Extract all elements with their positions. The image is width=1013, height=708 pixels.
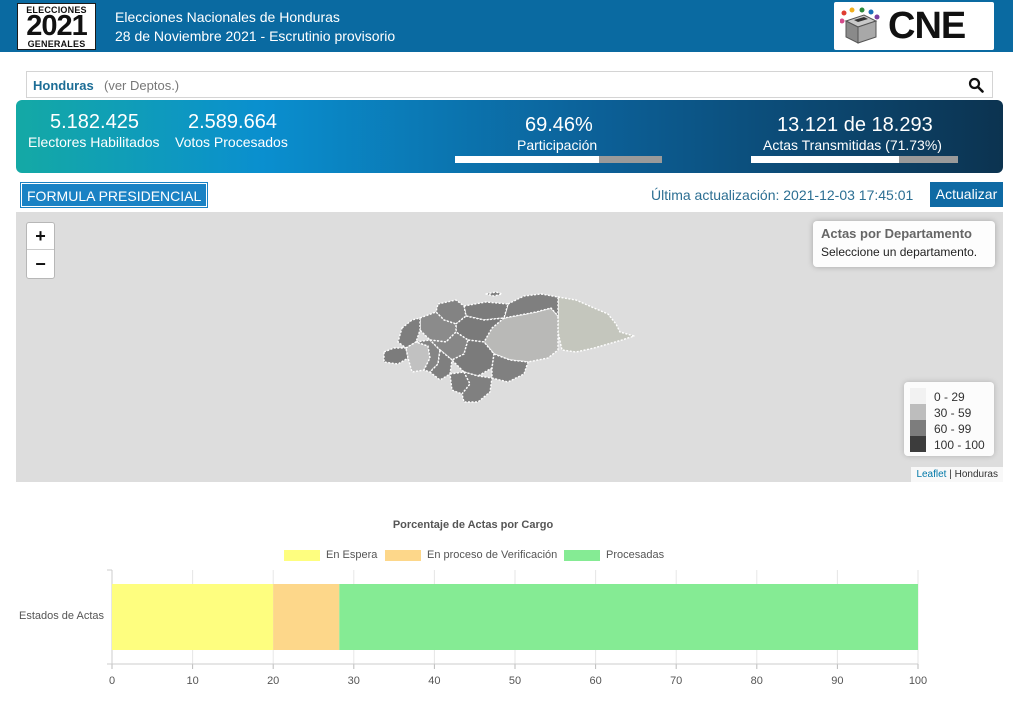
x-tick-label: 30: [348, 675, 360, 687]
dept-copan: [397, 317, 421, 349]
department-search-bar[interactable]: Honduras (ver Deptos.): [26, 71, 993, 98]
dept-colon: [503, 293, 559, 319]
x-tick-label: 10: [186, 675, 198, 687]
cne-brand-text: CNE: [888, 5, 966, 47]
legend-label: 100 - 100: [934, 438, 985, 452]
legend-swatch-procesadas: [564, 550, 600, 561]
x-tick-label: 100: [909, 675, 927, 687]
x-tick-label: 80: [751, 675, 763, 687]
dept-comayagua: [429, 331, 469, 361]
map-attribution: Leaflet | Honduras: [911, 467, 1003, 482]
summary-stats-banner: 5.182.425 Electores Habilitados 2.589.66…: [16, 100, 1003, 173]
legend-swatch: [910, 420, 926, 436]
dept-ocotepeque: [383, 347, 409, 365]
actas-progress-fill: [751, 156, 900, 163]
electores-label: Electores Habilitados: [28, 134, 160, 150]
view-departments-link[interactable]: (ver Deptos.): [104, 78, 180, 93]
votos-label: Votos Procesados: [175, 134, 288, 150]
participacion-progress-bar: [455, 156, 662, 163]
x-tick-label: 60: [589, 675, 601, 687]
zoom-out-button[interactable]: −: [35, 254, 46, 274]
x-tick-label: 50: [509, 675, 521, 687]
legend-label: 0 - 29: [934, 390, 965, 404]
top-header: ELECCIONES 2021 GENERALES Elecciones Nac…: [0, 0, 1013, 52]
legend-label-en-espera: En Espera: [326, 549, 378, 561]
dept-francisco-morazan: [451, 339, 495, 377]
chart-title: Porcentaje de Actas por Cargo: [392, 519, 554, 531]
stacked-bar-chart: 0 10 20 30 40 50 60 70 80 90 100: [107, 569, 927, 687]
logo-line-2: 2021: [26, 10, 88, 42]
dept-el-paraiso: [491, 353, 529, 383]
actas-info-panel: Actas por Departamento Seleccione un dep…: [813, 221, 995, 267]
header-subtitle: 28 de Noviembre 2021 - Escrutinio provis…: [115, 28, 396, 44]
header-title: Elecciones Nacionales de Honduras: [115, 9, 340, 25]
ballot-box-icon: [840, 7, 880, 44]
category-label: Estados de Actas: [19, 610, 104, 622]
legend-swatch: [910, 404, 926, 420]
dept-islas-de-la-bahia: [485, 291, 503, 297]
honduras-map: [383, 291, 635, 403]
map-legend: 0 - 29 30 - 59 60 - 99 100 - 100: [904, 382, 994, 456]
participacion-label: Participación: [517, 137, 598, 153]
legend-label-procesadas: Procesadas: [606, 549, 665, 561]
electores-value: 5.182.425: [50, 111, 139, 133]
zoom-control: + −: [26, 222, 55, 279]
x-tick-label: 40: [428, 675, 440, 687]
participacion-value: 69.46%: [525, 114, 593, 136]
dept-gracias-a-dios: [557, 296, 635, 353]
legend-swatch: [910, 436, 926, 452]
dept-atlantida: [463, 301, 509, 321]
formula-presidencial-tab[interactable]: FORMULA PRESIDENCIAL: [19, 182, 209, 208]
last-updated-text: Última actualización: 2021-12-03 17:45:0…: [651, 187, 914, 203]
bar-segment-0[interactable]: [112, 584, 274, 650]
zoom-in-button[interactable]: +: [27, 223, 54, 250]
leaflet-link[interactable]: Leaflet: [916, 469, 947, 480]
logo-line-3: GENERALES: [27, 39, 86, 49]
votos-value: 2.589.664: [188, 111, 277, 133]
actas-value: 13.121 de 18.293: [777, 114, 933, 136]
legend-swatch-verificacion: [385, 550, 421, 561]
legend-swatch: [910, 388, 926, 404]
logo-line-1: ELECCIONES: [26, 5, 87, 15]
legend-label-verificacion: En proceso de Verificación: [427, 549, 558, 561]
department-map[interactable]: + −: [16, 212, 1003, 482]
dept-choluteca: [461, 371, 493, 403]
x-tick-label: 0: [109, 675, 115, 687]
attribution-text: | Honduras: [949, 469, 998, 480]
legend-swatch-en-espera: [284, 550, 320, 561]
x-tick-label: 90: [831, 675, 843, 687]
legend-label: 30 - 59: [934, 406, 972, 420]
info-subtitle: Seleccione un departamento.: [821, 245, 978, 259]
actualizar-button[interactable]: Actualizar: [930, 182, 1003, 207]
cne-logo: CNE: [834, 2, 994, 50]
actas-label: Actas Transmitidas (71.73%): [763, 137, 942, 153]
bar-segment-1[interactable]: [273, 584, 340, 650]
legend-label: 60 - 99: [934, 422, 972, 436]
x-tick-label: 70: [670, 675, 682, 687]
info-title: Actas por Departamento: [821, 226, 972, 241]
dept-valle: [449, 371, 471, 395]
search-icon[interactable]: [968, 77, 984, 93]
elecciones-2021-logo: ELECCIONES 2021 GENERALES: [17, 3, 96, 50]
bar-segment-2[interactable]: [339, 584, 918, 650]
actas-progress-bar: [751, 156, 958, 163]
x-tick-label: 20: [267, 675, 279, 687]
country-label: Honduras: [33, 78, 94, 93]
participacion-progress-fill: [455, 156, 599, 163]
